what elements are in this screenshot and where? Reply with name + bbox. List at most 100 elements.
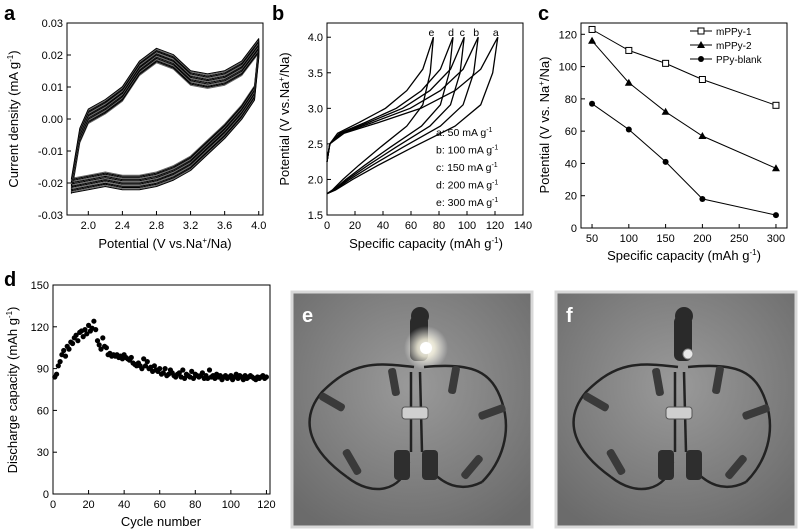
y-tick-label: 0.02: [42, 50, 63, 62]
x-tick-label: 140: [514, 220, 532, 232]
x-tick-label: 60: [154, 499, 166, 511]
rate-annotation: c: 150 mA g-1: [436, 162, 498, 174]
chart-panel-a: 2.0 2.4 2.8 3.2 3.6 4.0 -0.03 -0.02 -0.01 0.00 0.0…: [6, 18, 266, 251]
alligator-clip: [422, 450, 438, 480]
cycle-data-point: [57, 359, 63, 365]
data-point-mPPy-1: [625, 46, 633, 54]
y-tick-label: 0.03: [42, 18, 63, 30]
alligator-clip: [394, 450, 410, 480]
cycle-data-point: [75, 338, 81, 344]
cycle-data-point: [160, 370, 166, 376]
alligator-clip: [658, 450, 674, 480]
cycle-data-point: [128, 354, 134, 361]
cycle-data-point: [151, 363, 157, 369]
cycle-data-point: [199, 370, 205, 376]
x-axis-label-a: Potential (V vs.Na+/Na): [98, 236, 231, 251]
cycle-data-point: [263, 374, 269, 380]
y-axis-label-a: Current density (mA g-1): [6, 50, 21, 187]
y-tick-label: 0.01: [42, 82, 63, 94]
charge-curve-a: [326, 36, 499, 162]
cycle-data-point: [103, 345, 109, 351]
cycle-data-point: [176, 370, 182, 376]
x-tick-label: 80: [189, 499, 201, 511]
cycle-data-point: [98, 346, 104, 352]
panel-label-e: e: [302, 305, 313, 327]
led-bulb-lit: [420, 342, 432, 354]
rate-annotation: d: 200 mA g-1: [436, 180, 498, 192]
legend-label-mPPy-2: mPPy-2: [716, 41, 752, 52]
y-tick-label: 90: [37, 364, 49, 376]
data-point-mPPy-1: [698, 75, 706, 83]
cycle-data-point: [54, 371, 60, 377]
data-point-mPPy-2: [771, 164, 780, 172]
x-tick-label: 120: [486, 220, 504, 232]
cycle-data-point: [162, 366, 168, 372]
panel-label-a: a: [4, 3, 16, 25]
x-tick-label: 2.4: [115, 220, 130, 232]
x-tick-label: 2.8: [149, 220, 164, 232]
wire: [687, 364, 772, 483]
discharge-curve-d: [326, 37, 454, 195]
cycle-data-point: [157, 366, 163, 372]
legend-label-mPPy-1: mPPy-1: [716, 27, 752, 38]
y-tick-label: 60: [37, 405, 49, 417]
panel-label-d: d: [4, 269, 16, 291]
cycle-data-point: [190, 375, 197, 381]
coin-cell-holder: [665, 406, 693, 420]
cycle-data-point: [141, 356, 147, 362]
y-tick-label: 3.5: [308, 68, 323, 80]
discharge-curve-b: [326, 37, 479, 195]
data-point-PPy-blank: [772, 212, 779, 219]
cycle-data-point: [70, 340, 76, 347]
curve-label-e: e: [428, 27, 434, 39]
cycle-data-point: [100, 335, 106, 341]
x-tick-label: 20: [82, 499, 94, 511]
y-tick-label: 0: [571, 223, 577, 235]
cycle-data-point: [84, 331, 90, 337]
cycle-data-point: [93, 327, 99, 333]
plot-frame-d: [52, 284, 271, 495]
data-point-mPPy-2: [661, 107, 670, 115]
discharge-curve-e: [326, 37, 435, 195]
y-tick-label: 1.5: [308, 210, 323, 222]
data-point-PPy-blank: [662, 158, 669, 165]
plot-frame-b: [326, 22, 524, 216]
cycle-data-point: [62, 353, 69, 359]
x-tick-label: 80: [433, 220, 445, 232]
cycle-data-point: [91, 318, 97, 324]
x-tick-label: 20: [349, 220, 361, 232]
data-point-mPPy-2: [588, 36, 597, 44]
x-tick-label: 40: [377, 220, 389, 232]
cycle-data-point: [86, 322, 92, 328]
alligator-clip: [652, 367, 664, 397]
y-tick-label: 120: [559, 29, 577, 41]
y-tick-label: 4.0: [308, 32, 323, 44]
curve-label-b: b: [473, 27, 479, 39]
y-tick-label: 60: [565, 126, 577, 138]
cycle-data-point: [73, 332, 79, 338]
y-tick-label: 3.0: [308, 103, 323, 115]
x-tick-label: 200: [693, 233, 711, 245]
x-tick-label: 100: [620, 233, 638, 245]
alligator-clip: [342, 448, 362, 476]
data-point-mPPy-2: [624, 78, 633, 86]
x-tick-label: 0: [50, 499, 56, 511]
y-axis-label-c: Potential (V vs. Na+/Na): [537, 57, 552, 194]
x-tick-label: 50: [586, 233, 598, 245]
alligator-clip: [318, 392, 346, 412]
x-tick-label: 0: [324, 220, 330, 232]
alligator-clip: [388, 367, 400, 397]
cycle-data-point: [144, 359, 150, 365]
alligator-clip: [742, 404, 770, 420]
x-tick-label: 3.2: [183, 220, 198, 232]
y-tick-label: -0.03: [38, 210, 63, 222]
curve-label-c: c: [460, 27, 465, 39]
cycle-data-point: [94, 338, 101, 344]
x-tick-label: 40: [118, 499, 130, 511]
panel-label-b: b: [272, 3, 284, 25]
cycle-data-point: [96, 342, 102, 348]
y-tick-label: 30: [37, 447, 49, 459]
led-bulb-unlit: [682, 348, 694, 360]
y-axis-label-b: Potential (V vs.Na+/Na): [277, 52, 292, 185]
y-tick-label: 20: [565, 191, 577, 203]
